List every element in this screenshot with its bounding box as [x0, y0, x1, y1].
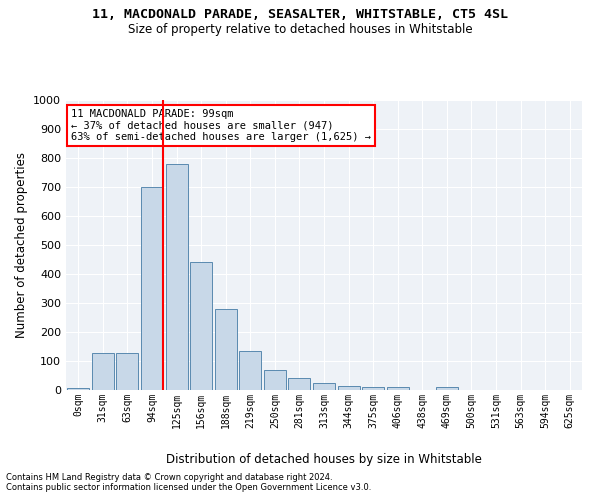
- Y-axis label: Number of detached properties: Number of detached properties: [14, 152, 28, 338]
- Text: 11 MACDONALD PARADE: 99sqm
← 37% of detached houses are smaller (947)
63% of sem: 11 MACDONALD PARADE: 99sqm ← 37% of deta…: [71, 108, 371, 142]
- Bar: [264, 370, 286, 390]
- Bar: [116, 353, 139, 390]
- Bar: [436, 387, 458, 390]
- Bar: [166, 164, 188, 390]
- Bar: [92, 353, 114, 390]
- Bar: [67, 388, 89, 390]
- Bar: [362, 387, 384, 390]
- Text: Contains public sector information licensed under the Open Government Licence v3: Contains public sector information licen…: [6, 482, 371, 492]
- Bar: [289, 378, 310, 390]
- Bar: [215, 310, 237, 390]
- Bar: [338, 386, 359, 390]
- Bar: [239, 351, 262, 390]
- Bar: [190, 262, 212, 390]
- Bar: [313, 383, 335, 390]
- Bar: [386, 387, 409, 390]
- Text: Contains HM Land Registry data © Crown copyright and database right 2024.: Contains HM Land Registry data © Crown c…: [6, 472, 332, 482]
- Text: Size of property relative to detached houses in Whitstable: Size of property relative to detached ho…: [128, 22, 472, 36]
- Text: Distribution of detached houses by size in Whitstable: Distribution of detached houses by size …: [166, 452, 482, 466]
- Bar: [141, 187, 163, 390]
- Text: 11, MACDONALD PARADE, SEASALTER, WHITSTABLE, CT5 4SL: 11, MACDONALD PARADE, SEASALTER, WHITSTA…: [92, 8, 508, 20]
